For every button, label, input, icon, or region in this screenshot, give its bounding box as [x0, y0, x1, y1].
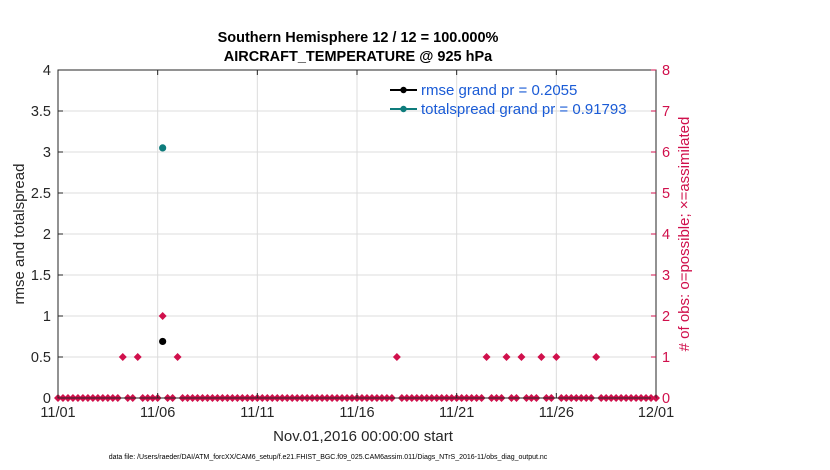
obs-count-marker: [173, 353, 182, 361]
y-right-tick-label: 0: [662, 391, 670, 407]
y-axis-right-label: # of obs: o=possible; ×=assimilated: [676, 117, 693, 352]
x-tick-label: 11/26: [539, 405, 574, 421]
y-left-tick-label: 2.5: [31, 186, 51, 202]
obs-count-marker: [592, 353, 601, 361]
x-tick-label: 11/11: [240, 405, 274, 421]
legend-marker: [400, 86, 407, 94]
x-tick-label: 11/01: [40, 405, 75, 421]
y-right-tick-label: 3: [662, 268, 670, 284]
y-left-tick-label: 3.5: [31, 104, 51, 120]
y-right-tick-label: 6: [662, 145, 670, 161]
y-right-tick-label: 8: [662, 63, 670, 79]
legend: rmse grand pr = 0.2055 totalspread grand …: [390, 82, 627, 118]
y-right-tick-label: 2: [662, 309, 670, 325]
chart-title-line-1: Southern Hemisphere 12 / 12 = 100.000%: [218, 30, 499, 46]
series-point: [159, 337, 167, 346]
axes: 11/01 11/06 11/11 11/16 11/21 11/26 12/0100.51…: [31, 63, 674, 421]
x-tick-label: 11/16: [339, 405, 374, 421]
chart-title-line-2: AIRCRAFT_TEMPERATURE @ 925 hPa: [224, 49, 493, 65]
y-right-tick-label: 4: [662, 227, 670, 243]
legend-label: rmse grand pr = 0.2055: [421, 82, 577, 99]
x-tick-label: 11/21: [439, 405, 474, 421]
y-right-tick-label: 5: [662, 186, 670, 202]
y-left-tick-label: 0.5: [31, 350, 51, 366]
obs-count-marker: [118, 353, 127, 361]
y-left-tick-label: 1: [43, 309, 51, 325]
series-point: [159, 144, 167, 152]
y-left-tick-label: 3: [43, 145, 51, 161]
obs-count-marker: [552, 353, 561, 361]
y-right-tick-label: 7: [662, 104, 670, 120]
data-file-footnote: data file: /Users/raeder/DAI/ATM_forcXX/…: [109, 454, 548, 461]
x-tick-label: 11/06: [140, 405, 175, 421]
y-left-tick-label: 1.5: [31, 268, 51, 284]
obs-count-marker: [502, 353, 511, 361]
obs-count-marker: [537, 353, 546, 361]
y-left-tick-label: 0: [43, 391, 51, 407]
obs-count-marker: [482, 353, 491, 361]
x-tick-label: 12/01: [638, 405, 674, 421]
y-left-tick-label: 2: [43, 227, 51, 243]
obs-count-marker: [392, 353, 401, 361]
y-left-tick-label: 4: [43, 63, 51, 79]
legend-label: totalspread grand pr = 0.91793: [421, 101, 627, 118]
obs-count-marker: [133, 353, 142, 361]
y-axis-left-label: rmse and totalspread: [11, 164, 28, 305]
grid: [58, 70, 656, 398]
x-axis-label: Nov.01,2016 00:00:00 start: [273, 428, 454, 445]
obs-count-marker: [517, 353, 526, 361]
y-right-tick-label: 1: [662, 350, 670, 366]
obs-count-marker: [158, 312, 167, 320]
legend-marker: [400, 105, 407, 113]
